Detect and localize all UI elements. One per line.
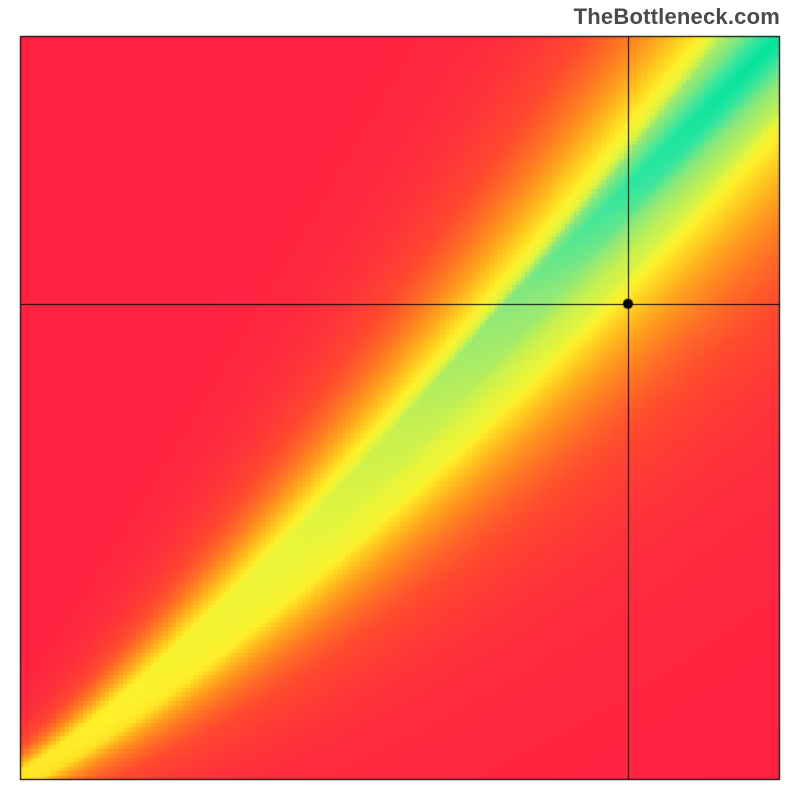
chart-container: TheBottleneck.com	[0, 0, 800, 800]
bottleneck-heatmap	[0, 0, 800, 800]
watermark-text: TheBottleneck.com	[574, 4, 780, 30]
